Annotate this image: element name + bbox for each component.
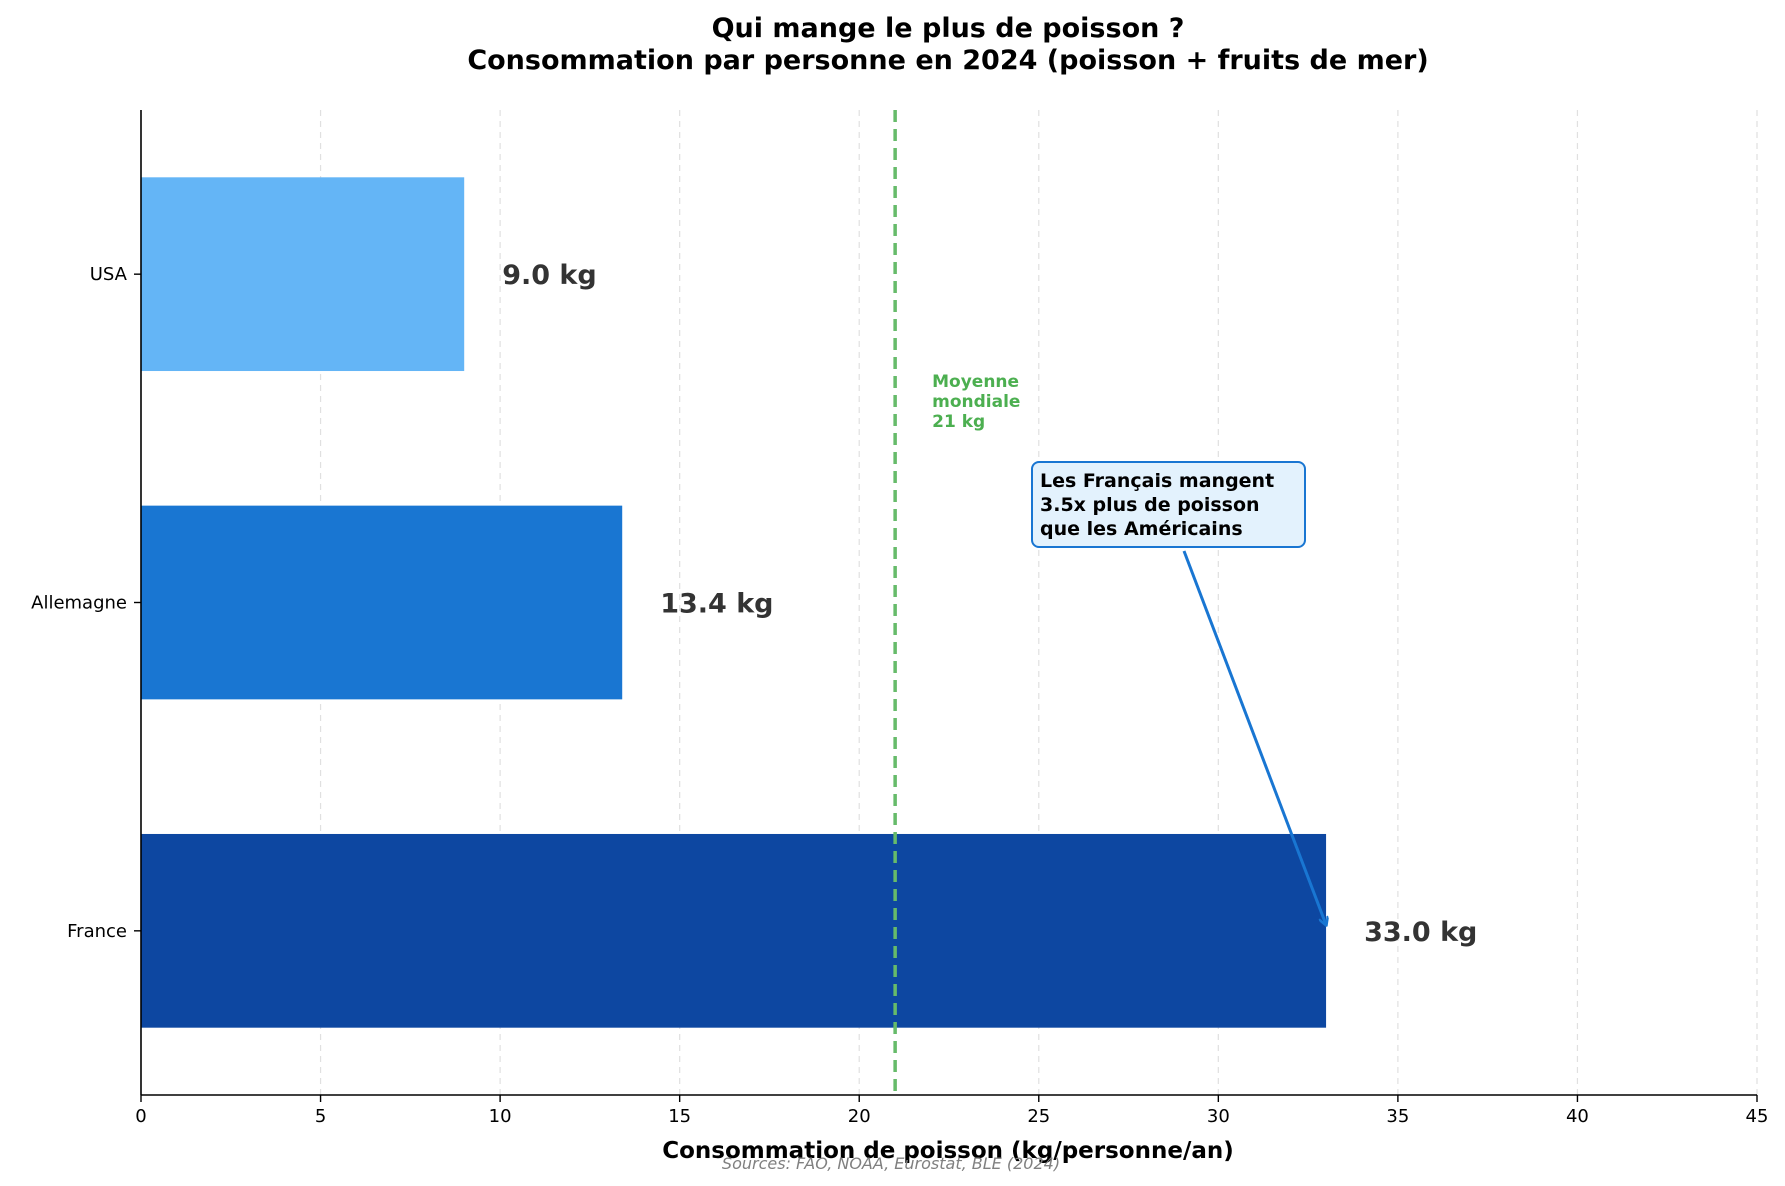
annotation-box [1031,461,1306,548]
annotation-group: Les Français mangent 3.5x plus de poisson… [1031,461,1326,925]
x-tick-label: 15 [668,1106,691,1127]
y-tick-label: France [67,921,127,942]
x-tick-label: 20 [848,1106,871,1127]
value-label: 13.4 kg [660,589,773,620]
x-tick-label: 45 [1746,1106,1769,1127]
x-tick-label: 5 [315,1106,326,1127]
x-tick-labels: 0 5 10 15 20 25 30 35 40 45 [135,1095,1768,1127]
reference-line-group: Moyenne mondiale 21 kg [893,110,1020,1095]
annotation-arrow [1182,550,1326,925]
annotation-text: Les Français mangent 3.5x plus de poisson… [1040,470,1274,540]
source-note: Sources: FAO, NOAA, Eurostat, BLE (2024) [722,1154,1060,1173]
x-tick-label: 35 [1386,1106,1409,1127]
bar-allemagne [141,505,623,700]
chart-subtitle: Consommation par personne en 2024 (poiss… [467,45,1428,76]
x-tick-label: 30 [1207,1106,1230,1127]
value-labels: 9.0 kg 13.4 kg 33.0 kg [502,260,1477,948]
y-tick-labels: USA Allemagne France [31,264,141,942]
value-label: 33.0 kg [1364,917,1477,948]
x-axis-label: Consommation de poisson (kg/personne/an) [662,1138,1234,1164]
bar-usa [141,177,465,372]
reference-line-label: Moyenne mondiale 21 kg [932,372,1020,432]
y-tick-label: Allemagne [31,593,127,614]
bars [141,177,1327,1028]
y-tick-label: USA [90,264,128,285]
x-tick-label: 0 [135,1106,146,1127]
bar-france [141,833,1327,1028]
chart-title: Qui mange le plus de poisson ? [712,13,1185,44]
value-label: 9.0 kg [502,260,597,291]
x-tick-label: 40 [1566,1106,1589,1127]
x-tick-label: 10 [489,1106,512,1127]
x-tick-label: 25 [1027,1106,1050,1127]
